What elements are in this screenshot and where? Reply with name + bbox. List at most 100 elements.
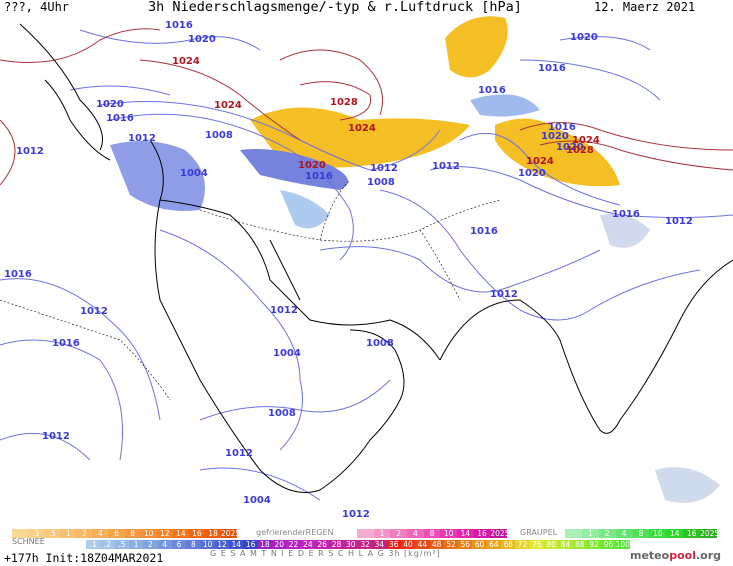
isobar-label: 1016 [4,269,32,280]
legend-swatch: 2025+ [221,529,238,538]
precipitation-layer [110,16,720,503]
legend-swatch: 18 [204,529,222,538]
legend-swatch: 4 [92,529,109,538]
legend-swatch: 60 [472,540,487,549]
snow-patch-central [240,149,348,190]
isobar-label: 1016 [106,113,134,124]
legend-swatch: 22 [286,540,301,549]
legend-swatch: 100 [615,540,630,549]
init-time: +177h Init:18Z04MAR2021 [4,551,164,565]
rain-patch-caspian [250,107,470,168]
isobar-label: 1012 [80,306,108,317]
legend-swatch: 10 [140,529,157,538]
isobar-label: 1012 [432,161,460,172]
isobar-label: 1004 [180,168,208,179]
legend-swatch: 4 [615,529,633,538]
coastlines [19,23,733,493]
isobar-label: 1008 [268,408,296,419]
isobar-label: 1012 [370,163,398,174]
total-bar: .1.2.5 1 2 4 6 8 10 12 14 16 18 20 22 24 26 28 30 32 34 36 4… [86,540,630,549]
legend-swatch: 10 [649,529,667,538]
legend-swatch: 8 [124,529,141,538]
map-title: 3h Niederschlagsmenge/-typ & r.Luftdruck… [148,0,522,15]
legend-swatch: 56 [458,540,473,549]
legend-swatch [565,529,582,538]
legend-swatch: 40 [400,540,416,549]
schnee-bar: .1.51246810121416182025+ [12,529,238,538]
snow-patch-west [110,141,205,211]
legend-swatch: 12 [214,540,230,549]
isobar-label: 1016 [548,122,576,133]
legend-swatch: .5 [44,529,61,538]
legend-swatch: 80 [544,540,559,549]
legend-swatch: 16 [243,540,258,549]
legend-swatch: .5 [114,540,129,549]
legend-swatch: 76 [529,540,544,549]
legend-swatch: 36 [386,540,401,549]
rain-patch-east [495,118,620,187]
legend-swatch: 84 [558,540,573,549]
isobars-red [0,28,733,186]
legend-swatch: 24 [300,540,315,549]
legend-swatch: 8 [186,540,201,549]
isobar-label: 1020 [96,99,124,110]
legend-swatch: 6 [108,529,125,538]
legend-swatch: 64 [486,540,502,549]
isobar-label: 1012 [16,146,44,157]
isobar-label: 1012 [270,305,298,316]
isobar-label: 1024 [526,156,554,167]
isobar-label: 1024 [172,56,200,67]
legend-swatch: 32 [357,540,373,549]
legend-swatch: 20 [272,540,287,549]
isobar-label: 1020 [518,168,546,179]
legend-swatch: 48 [429,540,444,549]
valid-date: 12. Maerz 2021 [594,0,696,14]
legend-swatch: 1 [128,540,144,549]
isobar-label: 1012 [342,509,370,520]
legend: .1.51246810121416182025+ SCHNEE gefriere… [0,524,733,566]
isobar-label: 1016 [470,226,498,237]
legend-swatch: 28 [329,540,344,549]
isobar-label: 1012 [225,448,253,459]
drizzle-patch-sumatra [655,467,720,503]
isobar-label: 1012 [665,216,693,227]
isobar-label: 1008 [367,177,395,188]
isobar-label: 1008 [205,130,233,141]
legend-swatch: 14 [666,529,684,538]
brand-part: meteo [630,549,670,562]
run-label: ???, 4Uhr [4,0,70,14]
legend-swatch: 4 [157,540,172,549]
snow-patch-tibet [470,94,540,117]
isobar-label: 1012 [128,133,156,144]
legend-swatch: 1 [373,529,391,538]
legend-swatch: 14 [457,529,474,538]
legend-swatch: 2 [390,529,408,538]
regen-label: gefrierenderREGEN [256,528,334,537]
legend-swatch: 2 [598,529,616,538]
legend-swatch: 2 [143,540,158,549]
legend-swatch: 8 [632,529,650,538]
legend-swatch: .2 [100,540,115,549]
isobar-label: 1024 [214,100,242,111]
isobar-label: 1020 [298,160,326,171]
legend-swatch: 2025+ [700,529,718,538]
legend-swatch: 16 [473,529,491,538]
legend-swatch: 16 [683,529,701,538]
drizzle-patch-iran [280,190,330,229]
isobar-label: 1016 [538,63,566,74]
isobar-label: 1008 [366,338,394,349]
legend-swatch: 4 [407,529,424,538]
isobar-label: 1004 [243,495,271,506]
legend-swatch: 2 [76,529,93,538]
isobar-label: 1028 [330,97,358,108]
isobar-label: 1024 [572,135,600,146]
legend-swatch: 68 [501,540,516,549]
isobar-label: 1012 [42,431,70,442]
legend-swatch: 1 [581,529,599,538]
legend-swatch: 72 [515,540,530,549]
schnee-label: SCHNEE [12,537,45,546]
legend-swatch: 12 [156,529,173,538]
header: ???, 4Uhr 3h Niederschlagsmenge/-typ & r… [0,0,733,16]
